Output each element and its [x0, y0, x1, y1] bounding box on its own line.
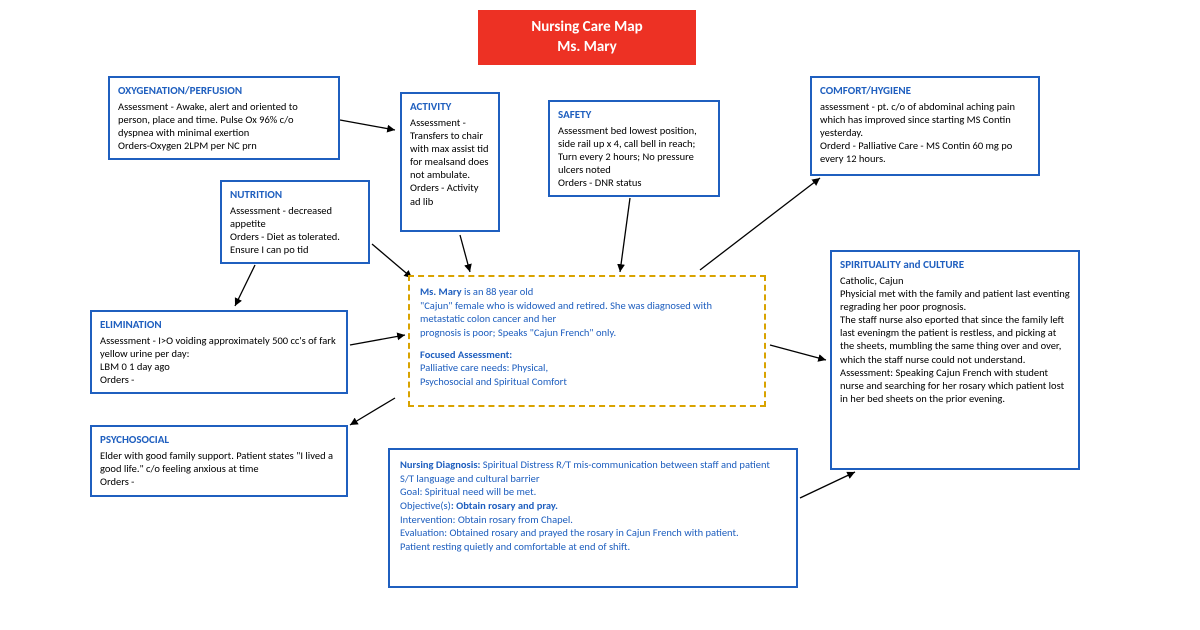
body-psychosocial: Elder with good family support. Patient …	[100, 449, 338, 488]
title-box: Nursing Care Map Ms. Mary	[478, 10, 696, 65]
body-spirituality: Catholic, CajunPhysicial met with the fa…	[840, 274, 1070, 405]
title-line1: Nursing Care Map	[502, 18, 672, 38]
center-intro-strong: Ms. Mary	[420, 285, 462, 298]
body-safety: Assessment bed lowest position, side rai…	[558, 124, 710, 190]
body-elimination: Assessment - I>O voiding approximately 5…	[100, 334, 338, 387]
box-oxygenation: OXYGENATION/PERFUSION Assessment - Awake…	[108, 76, 340, 160]
box-diagnosis: Nursing Diagnosis: Spiritual Distress R/…	[388, 448, 798, 588]
hdr-psychosocial: PSYCHOSOCIAL	[100, 433, 338, 447]
hdr-activity: ACTIVITY	[410, 100, 490, 114]
hdr-nutrition: NUTRITION	[230, 188, 360, 202]
diag-l2: Goal: Spiritual need will be met.	[400, 485, 786, 499]
center-fa-label: Focused Assessment:	[420, 348, 754, 362]
box-activity: ACTIVITY Assessment - Transfers to chair…	[400, 92, 500, 232]
box-psychosocial: PSYCHOSOCIAL Elder with good family supp…	[90, 425, 348, 497]
center-intro: Ms. Mary is an 88 year old"Cajun" female…	[420, 285, 754, 340]
box-elimination: ELIMINATION Assessment - I>O voiding app…	[90, 310, 348, 394]
title-line2: Ms. Mary	[502, 38, 672, 58]
diag-l3a: Objective(s)	[400, 499, 451, 512]
body-activity: Assessment - Transfers to chair with max…	[410, 116, 490, 208]
hdr-comfort: COMFORT/HYGIENE	[820, 84, 1030, 98]
diag-l4: Intervention: Obtain rosary from Chapel.	[400, 513, 786, 527]
box-spirituality: SPIRITUALITY and CULTURE Catholic, Cajun…	[830, 250, 1080, 470]
diag-l3b: : Obtain rosary and pray.	[451, 499, 558, 512]
diag-l5: Evaluation: Obtained rosary and prayed t…	[400, 526, 786, 540]
body-nutrition: Assessment - decreased appetiteOrders - …	[230, 204, 360, 257]
box-center: Ms. Mary is an 88 year old"Cajun" female…	[408, 275, 766, 407]
center-fa-body: Palliative care needs: Physical,Psychoso…	[420, 361, 754, 388]
body-oxygenation: Assessment - Awake, alert and oriented t…	[118, 100, 330, 153]
box-comfort: COMFORT/HYGIENE assessment - pt. c/o of …	[810, 76, 1040, 176]
diag-l3: Objective(s): Obtain rosary and pray.	[400, 499, 786, 513]
box-nutrition: NUTRITION Assessment - decreased appetit…	[220, 180, 370, 264]
hdr-safety: SAFETY	[558, 108, 710, 122]
box-safety: SAFETY Assessment bed lowest position, s…	[548, 100, 720, 197]
hdr-elimination: ELIMINATION	[100, 318, 338, 332]
diag-l1-strong: Nursing Diagnosis:	[400, 458, 480, 471]
hdr-spirituality: SPIRITUALITY and CULTURE	[840, 258, 1070, 272]
diag-l1: Nursing Diagnosis: Spiritual Distress R/…	[400, 458, 786, 485]
diag-l6: Patient resting quietly and comfortable …	[400, 540, 786, 554]
body-comfort: assessment - pt. c/o of abdominal aching…	[820, 100, 1030, 166]
center-intro-rest: is an 88 year old"Cajun" female who is w…	[420, 285, 712, 339]
hdr-oxygenation: OXYGENATION/PERFUSION	[118, 84, 330, 98]
